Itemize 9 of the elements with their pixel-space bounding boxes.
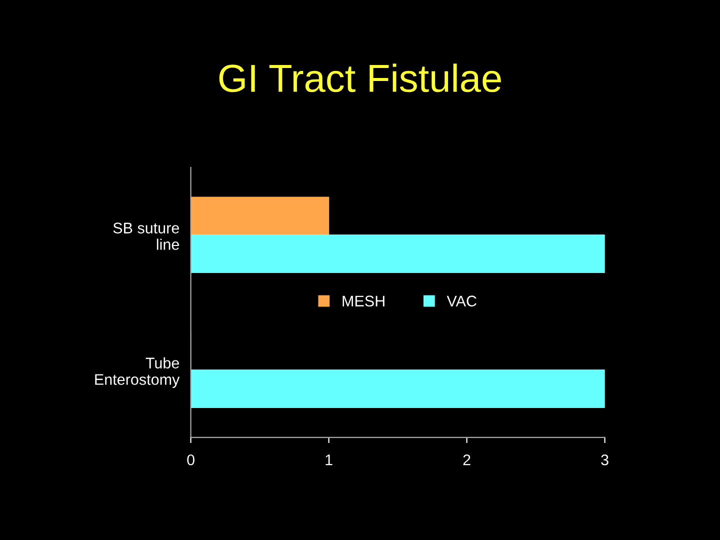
x-tick-label: 1 (326, 454, 332, 466)
y-tick-label: Tube Enterostomy (95, 357, 180, 388)
y-tick-label: SB suture line (113, 222, 180, 250)
chart-title: GI Tract Fistulae (219, 64, 501, 92)
x-tick-label: 3 (601, 454, 608, 466)
legend-label: VAC (446, 296, 476, 306)
x-tick-label: 2 (463, 454, 470, 466)
x-tick-label: 0 (187, 454, 194, 466)
legend-label: MESH (342, 296, 384, 306)
